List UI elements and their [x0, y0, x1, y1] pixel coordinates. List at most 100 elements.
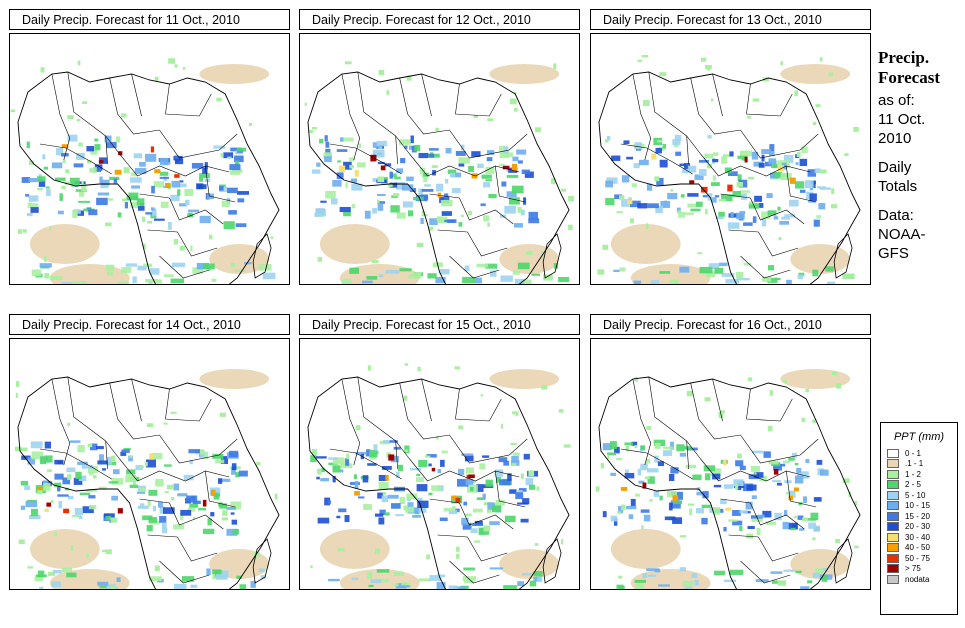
legend-swatch: [887, 501, 899, 511]
precip-layer: [595, 371, 859, 589]
dry-zone-layer: [610, 64, 851, 284]
precip-layer: [310, 363, 571, 589]
legend-swatch: [887, 543, 899, 553]
legend-label: 30 - 40: [905, 532, 930, 542]
precip-map: [590, 33, 871, 285]
legend-swatch: [887, 480, 899, 490]
panel-title: Daily Precip. Forecast for 16 Oct., 2010: [590, 314, 871, 335]
coastline: [598, 71, 861, 284]
legend-swatch: [887, 469, 899, 479]
legend-label: 0 - 1: [905, 448, 922, 458]
country-borders: [620, 71, 819, 279]
country-borders: [329, 71, 528, 279]
dry-zone-layer: [319, 369, 560, 589]
africa-map: [595, 369, 861, 589]
country-borders: [329, 376, 528, 584]
coastline: [307, 71, 570, 284]
legend-item: 2 - 5: [887, 480, 957, 491]
precip-layer: [597, 55, 859, 284]
legend-item: .1 - 1: [887, 459, 957, 470]
legend-item: 0 - 1: [887, 448, 957, 459]
legend-label: > 75: [905, 564, 921, 574]
legend-label: 20 - 30: [905, 522, 930, 532]
legend-label: 2 - 5: [905, 480, 922, 490]
forecast-panel-5: Daily Precip. Forecast for 15 Oct., 2010: [299, 314, 584, 590]
info-date-line1: 11 Oct.: [878, 111, 926, 128]
coastline: [598, 376, 861, 589]
ppt-legend: PPT (mm) 0 - 1 .1 - 1 1 - 2 2 - 5 5 - 10…: [880, 422, 958, 615]
legend-item: 15 - 20: [887, 511, 957, 522]
country-borders: [620, 376, 819, 584]
dry-zone-layer: [319, 64, 560, 284]
legend-swatch: [887, 564, 899, 574]
dry-zone-layer: [29, 64, 270, 284]
dry-zone-layer: [610, 369, 851, 589]
panel-title: Daily Precip. Forecast for 13 Oct., 2010: [590, 9, 871, 30]
legend-swatch: [887, 490, 899, 500]
madagascar-outline: [542, 233, 562, 279]
precip-map: [299, 33, 580, 285]
forecast-panel-1: Daily Precip. Forecast for 11 Oct., 2010: [9, 9, 294, 285]
legend-swatch: [887, 511, 899, 521]
africa-map: [597, 55, 861, 284]
info-data-line3: GFS: [878, 245, 909, 262]
legend-label: 50 - 75: [905, 553, 930, 563]
country-borders: [39, 71, 238, 279]
legend-item: nodata: [887, 574, 957, 585]
info-title-line2: Forecast: [878, 68, 940, 87]
madagascar-outline: [833, 538, 853, 584]
legend-label: 40 - 50: [905, 543, 930, 553]
madagascar-outline: [833, 233, 853, 279]
legend-swatch: [887, 532, 899, 542]
legend-title: PPT (mm): [893, 431, 945, 443]
info-data-line2: NOAA-: [878, 226, 926, 243]
legend-item: 30 - 40: [887, 532, 957, 543]
legend-item: 40 - 50: [887, 543, 957, 554]
madagascar-outline: [252, 233, 272, 279]
legend-label: 5 - 10: [905, 490, 926, 500]
africa-map: [10, 58, 280, 284]
precip-layer: [14, 381, 278, 589]
info-asof: as of:: [878, 92, 915, 109]
forecast-panel-2: Daily Precip. Forecast for 12 Oct., 2010: [299, 9, 584, 285]
africa-map: [307, 363, 571, 589]
info-title-line1: Precip.: [878, 48, 930, 67]
legend-label: 1 - 2: [905, 469, 922, 479]
legend-label: 10 - 15: [905, 501, 930, 511]
legend-swatch: [887, 553, 899, 563]
info-daily-line2: Totals: [878, 178, 918, 195]
legend-label: 15 - 20: [905, 511, 930, 521]
info-date-line2: 2010: [878, 130, 912, 147]
madagascar-outline: [542, 538, 562, 584]
panel-title: Daily Precip. Forecast for 15 Oct., 2010: [299, 314, 580, 335]
panel-title: Daily Precip. Forecast for 14 Oct., 2010: [9, 314, 290, 335]
info-data-line1: Data:: [878, 207, 914, 224]
precip-map: [9, 33, 290, 285]
legend-swatch: [887, 574, 899, 584]
legend-item: 20 - 30: [887, 522, 957, 533]
forecast-panel-3: Daily Precip. Forecast for 13 Oct., 2010: [590, 9, 875, 285]
madagascar-outline: [252, 538, 272, 584]
legend-swatch: [887, 448, 899, 458]
forecast-panel-6: Daily Precip. Forecast for 16 Oct., 2010: [590, 314, 875, 590]
africa-map: [304, 61, 574, 284]
coastline: [307, 376, 570, 589]
legend-item: 1 - 2: [887, 469, 957, 480]
forecast-panel-4: Daily Precip. Forecast for 14 Oct., 2010: [9, 314, 294, 590]
legend-swatch: [887, 459, 899, 469]
legend-item: 10 - 15: [887, 501, 957, 512]
precip-layer: [304, 61, 574, 284]
panel-title: Daily Precip. Forecast for 11 Oct., 2010: [9, 9, 290, 30]
africa-map: [14, 369, 280, 589]
precip-map: [590, 338, 871, 590]
coastline: [17, 71, 280, 284]
forecast-info: Precip. Forecast as of: 11 Oct. 2010 Dai…: [878, 48, 964, 263]
legend-item: 50 - 75: [887, 553, 957, 564]
legend-label: .1 - 1: [905, 459, 924, 469]
coastline: [17, 376, 280, 589]
legend-swatch: [887, 522, 899, 532]
precip-map: [9, 338, 290, 590]
legend-label: nodata: [905, 574, 930, 584]
info-daily-line1: Daily: [878, 159, 912, 176]
country-borders: [39, 376, 238, 584]
